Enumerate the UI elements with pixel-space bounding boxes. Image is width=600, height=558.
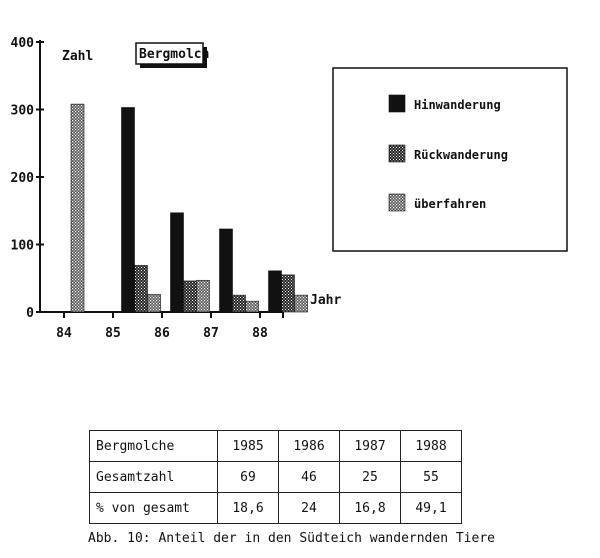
bar-ueberfahren-84 [70,103,85,313]
table-row: Bergmolche 1985 1986 1987 1988 [89,430,462,462]
table-row: % von gesamt 18,6 24 16,8 49,1 [89,492,462,524]
table-cell: 49,1 [400,492,462,524]
legend-box [332,67,568,252]
table-cell: 18,6 [217,492,279,524]
bar-hinwanderung-85 [121,107,135,313]
legend-label: Rückwanderung [414,148,508,162]
table-row: Gesamtzahl 69 46 25 55 [89,461,462,493]
table-cell: 16,8 [339,492,401,524]
bar-hinwanderung-86 [170,212,184,313]
chart-title-box: Bergmolch [135,42,209,68]
table-cell: 1985 [217,430,279,462]
legend-swatch [388,144,406,163]
table-cell: 46 [278,461,340,493]
x-tick-label: 86 [154,326,170,341]
table-cell: 69 [217,461,279,493]
table-cell: 1986 [278,430,340,462]
table-row-label: Bergmolche [89,430,218,462]
x-tick-label: 87 [203,326,219,341]
chart-title: Bergmolch [139,47,209,62]
summary-table: Bergmolche 1985 1986 1987 1988 Gesamtzahl 69 46… [89,430,462,524]
table-cell: 1987 [339,430,401,462]
table-row-label: Gesamtzahl [89,461,218,493]
table-cell: 1988 [400,430,462,462]
legend-swatch [388,193,406,212]
x-tick-label: 85 [105,326,121,341]
y-tick-label: 0 [26,306,34,321]
bar-ueberfahren-88 [294,294,308,313]
y-tick-label: 200 [11,171,35,186]
bar-rueckwanderung-88 [281,274,295,313]
bar-rueckwanderung-85 [134,265,148,313]
table-cell: 55 [400,461,462,493]
table-cell: 24 [278,492,340,524]
x-tick-label: 84 [56,326,72,341]
legend-label: Hinwanderung [414,98,501,112]
bar-ueberfahren-85 [147,294,161,313]
legend: Hinwanderung Rückwanderung überfahren [332,67,568,252]
bar-hinwanderung-88 [268,270,282,313]
legend-label: überfahren [414,197,486,211]
bar-rueckwanderung-87 [232,294,246,313]
x-tick-label: 88 [252,326,268,341]
y-axis-label: Zahl [62,49,93,64]
bar-hinwanderung-87 [219,228,233,313]
bar-ueberfahren-87 [245,300,259,313]
bar-rueckwanderung-86 [183,280,197,313]
bar-ueberfahren-86 [196,279,210,313]
bar-chart: 400 300 200 100 0 84 85 86 87 88 Zahl Jahr Bergmolc… [11,36,568,341]
figure-caption: Abb. 10: Anteil der in den Südteich wand… [88,531,495,546]
table-row-label: % von gesamt [89,492,218,524]
table-cell: 25 [339,461,401,493]
y-tick-label: 400 [11,36,35,51]
y-tick-label: 100 [11,239,35,254]
legend-swatch [388,94,406,113]
x-axis-label: Jahr [310,293,341,308]
y-tick-label: 300 [11,104,35,119]
